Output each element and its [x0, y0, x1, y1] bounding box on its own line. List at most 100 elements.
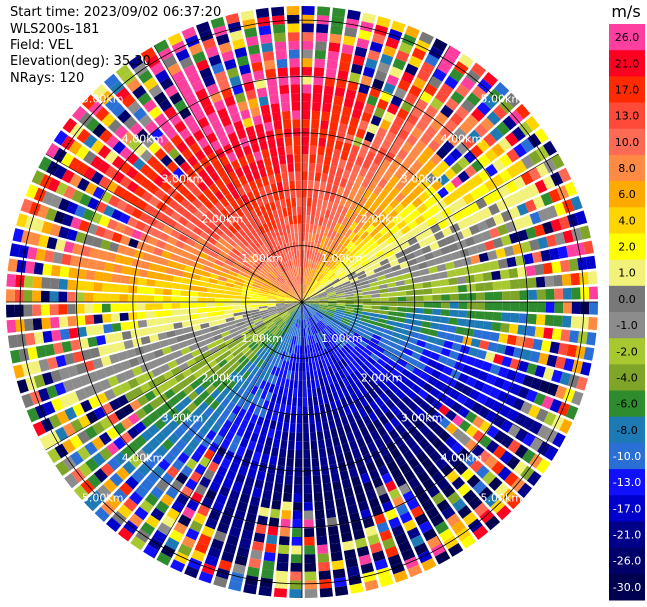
- gate-cell: [415, 255, 426, 264]
- gate-cell: [399, 208, 410, 219]
- gate-cell: [219, 514, 233, 526]
- gate-cell: [186, 402, 198, 413]
- gate-cell: [125, 348, 137, 359]
- gate-cell: [374, 386, 384, 396]
- gate-cell: [350, 372, 359, 382]
- gate-cell: [337, 271, 346, 278]
- gate-cell: [365, 270, 375, 277]
- nrays-label: NRays: 120: [10, 71, 85, 86]
- gate-cell: [302, 299, 311, 302]
- gate-cell: [180, 198, 192, 209]
- gate-cell: [337, 224, 345, 234]
- gate-cell: [211, 216, 222, 227]
- gate-cell: [207, 282, 217, 289]
- gate-cell: [481, 330, 492, 341]
- gate-cell: [143, 457, 157, 471]
- gate-cell: [289, 379, 294, 389]
- gate-cell: [302, 295, 308, 302]
- gate-cell: [220, 232, 231, 242]
- gate-cell: [331, 202, 339, 213]
- gate-cell: [179, 56, 194, 70]
- gate-cell: [103, 228, 115, 241]
- colorbar-cell: [609, 521, 645, 549]
- gate-cell: [274, 579, 288, 589]
- gate-cell: [104, 262, 115, 273]
- gate-cell: [236, 218, 245, 228]
- gate-cell: [120, 431, 133, 445]
- gate-cell: [560, 329, 571, 342]
- gate-cell: [415, 377, 427, 388]
- gate-cell: [441, 484, 456, 498]
- gate-cell: [315, 360, 321, 370]
- range-label: 2.00km: [361, 372, 403, 385]
- gate-cell: [258, 295, 268, 299]
- gate-cell: [204, 210, 216, 221]
- gate-cell: [216, 284, 226, 290]
- gate-cell: [40, 304, 50, 316]
- gate-cell: [492, 213, 505, 226]
- gate-cell: [260, 286, 270, 292]
- gate-cell: [208, 250, 219, 259]
- gate-cell: [103, 205, 115, 218]
- gate-cell: [244, 27, 258, 39]
- gate-cell: [239, 418, 249, 430]
- gate-cell: [276, 319, 284, 327]
- gate-cell: [281, 225, 287, 235]
- gate-cell: [396, 312, 406, 318]
- gate-cell: [315, 207, 322, 217]
- gate-cell: [132, 337, 143, 348]
- gate-cell: [241, 484, 253, 496]
- gate-cell: [268, 308, 278, 313]
- gate-cell: [222, 350, 232, 359]
- gate-cell: [310, 300, 320, 302]
- gate-cell: [406, 296, 416, 302]
- gate-cell: [410, 534, 425, 548]
- gate-cell: [263, 265, 271, 273]
- gate-cell: [367, 441, 378, 453]
- gate-cell: [338, 349, 346, 358]
- gate-cell: [263, 372, 271, 382]
- gate-cell: [362, 305, 372, 309]
- gate-cell: [248, 340, 257, 349]
- gate-cell: [75, 388, 88, 402]
- gate-cell: [525, 389, 538, 403]
- gate-cell: [267, 373, 274, 384]
- gate-cell: [255, 347, 264, 357]
- gate-cell: [271, 500, 282, 510]
- gate-cell: [98, 215, 111, 228]
- gate-cell: [329, 261, 337, 270]
- gate-cell: [210, 388, 221, 400]
- gate-cell: [224, 430, 235, 442]
- gate-cell: [475, 242, 487, 254]
- gate-cell: [556, 185, 570, 200]
- gate-cell: [103, 478, 118, 493]
- gate-cell: [67, 315, 77, 327]
- gate-cell: [113, 332, 124, 342]
- gate-cell: [291, 250, 295, 260]
- gate-cell: [131, 258, 142, 268]
- gate-cell: [275, 394, 283, 405]
- gate-cell: [230, 571, 245, 584]
- gate-cell: [326, 138, 335, 149]
- gate-cell: [55, 354, 67, 368]
- gate-cell: [346, 375, 355, 385]
- gate-cell: [304, 327, 308, 337]
- gate-cell: [372, 134, 384, 147]
- gate-cell: [296, 302, 302, 309]
- gate-cell: [273, 280, 282, 287]
- gate-cell: [348, 231, 357, 241]
- gate-cell: [571, 359, 584, 374]
- gate-cell: [204, 406, 215, 418]
- gate-cell: [349, 337, 359, 346]
- gate-cell: [444, 181, 456, 194]
- gate-cell: [127, 412, 141, 425]
- gate-cell: [241, 346, 251, 355]
- gate-cell: [222, 477, 234, 489]
- gate-cell: [521, 416, 535, 431]
- gate-cell: [303, 267, 306, 277]
- gate-cell: [439, 417, 451, 429]
- gate-cell: [354, 237, 363, 247]
- gate-cell: [327, 303, 337, 306]
- gate-cell: [307, 277, 312, 286]
- gate-cell: [310, 268, 315, 278]
